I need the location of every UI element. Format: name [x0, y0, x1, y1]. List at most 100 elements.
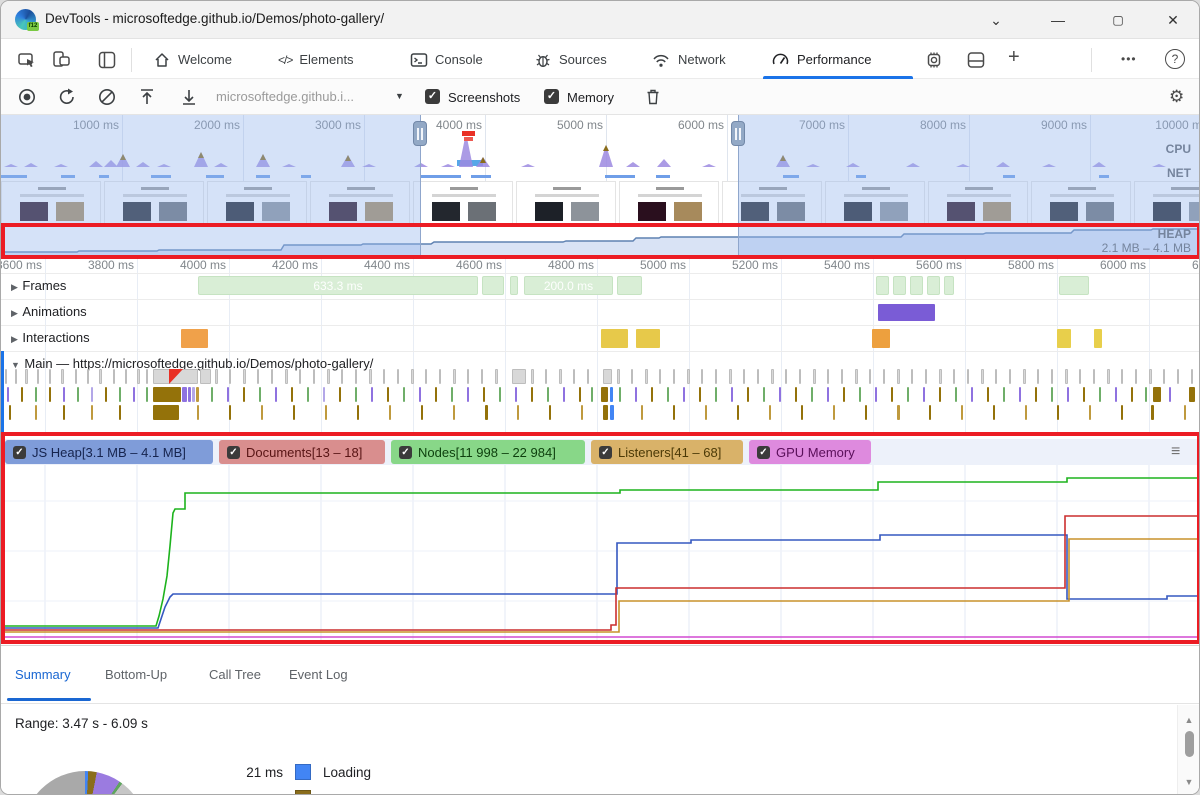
clear-icon[interactable] — [97, 87, 117, 107]
flame-bar[interactable] — [891, 387, 893, 402]
frames-track-toggle[interactable]: ▶ Frames — [11, 278, 67, 293]
flame-bar[interactable] — [923, 387, 925, 402]
flame-bar[interactable] — [971, 387, 973, 402]
flame-bar[interactable] — [1057, 405, 1059, 420]
flame-bar[interactable] — [795, 387, 797, 402]
flame-bar[interactable] — [182, 387, 187, 402]
flame-bar[interactable] — [485, 405, 488, 420]
flame-bar[interactable] — [683, 387, 685, 402]
timeline-overview[interactable]: 1000 ms 2000 ms 3000 ms 4000 ms 5000 ms 6000 … — [1, 115, 1199, 256]
flame-bar[interactable] — [257, 369, 259, 384]
counter-legend-chip[interactable]: ✓ JS Heap[3.1 MB – 4.1 MB] — [5, 440, 213, 464]
flame-bar[interactable] — [197, 405, 199, 420]
flame-bar[interactable] — [369, 369, 372, 384]
flame-bar[interactable] — [729, 369, 732, 384]
tab-welcome[interactable]: Welcome — [153, 40, 232, 79]
frame-bar[interactable] — [876, 276, 889, 295]
flame-bar[interactable] — [105, 387, 107, 402]
flame-bar[interactable] — [547, 387, 549, 402]
flame-bar[interactable] — [119, 405, 121, 420]
flame-bar[interactable] — [146, 369, 148, 384]
flame-bar[interactable] — [1184, 405, 1186, 420]
flame-bar[interactable] — [1135, 369, 1137, 384]
flame-bar[interactable] — [1177, 369, 1179, 384]
flame-bar[interactable] — [1131, 387, 1133, 402]
flame-bar[interactable] — [371, 387, 373, 402]
screenshot-card[interactable] — [516, 181, 616, 226]
flame-bar[interactable] — [610, 387, 613, 402]
flame-bar[interactable] — [771, 369, 774, 384]
flame-bar[interactable] — [15, 369, 17, 384]
interaction-bar[interactable] — [181, 329, 208, 348]
flame-bar[interactable] — [421, 405, 423, 420]
flame-bar[interactable] — [1149, 369, 1152, 384]
flame-bar[interactable] — [125, 369, 127, 384]
load-profile-icon[interactable] — [137, 87, 157, 107]
flame-bar[interactable] — [453, 405, 455, 420]
flame-bar[interactable] — [601, 387, 608, 402]
flame-bar[interactable] — [200, 369, 211, 384]
chip-settings-icon[interactable] — [924, 50, 944, 70]
screenshot-card[interactable] — [619, 181, 719, 226]
flame-bar[interactable] — [133, 387, 135, 402]
flame-bar[interactable] — [495, 369, 498, 384]
flame-bar[interactable] — [581, 405, 583, 420]
flame-bar[interactable] — [357, 405, 359, 420]
flame-bar[interactable] — [243, 369, 246, 384]
selection-drag-handle[interactable] — [731, 121, 745, 146]
flame-bar[interactable] — [701, 369, 703, 384]
flame-bar[interactable] — [579, 387, 581, 402]
flame-bar[interactable] — [1153, 387, 1161, 402]
flame-bar[interactable] — [1025, 405, 1027, 420]
capture-settings-gear-icon[interactable]: ⚙ — [1169, 87, 1185, 107]
scroll-down-icon[interactable]: ▼ — [1184, 777, 1194, 787]
device-toolbar-icon[interactable] — [51, 50, 71, 70]
flame-bar[interactable] — [61, 369, 64, 384]
flame-bar[interactable] — [146, 387, 148, 402]
interaction-bar[interactable] — [1094, 329, 1102, 348]
flame-bar[interactable] — [75, 369, 77, 384]
flame-bar[interactable] — [383, 369, 385, 384]
trash-icon[interactable] — [643, 87, 663, 107]
flame-bar[interactable] — [799, 369, 801, 384]
bottom-tab-summary[interactable]: Summary — [15, 667, 71, 682]
flame-bar[interactable] — [967, 369, 969, 384]
flame-bar[interactable] — [573, 369, 575, 384]
flame-bar[interactable] — [9, 405, 11, 420]
reload-record-button[interactable] — [57, 87, 77, 107]
flame-bar[interactable] — [731, 387, 733, 402]
flame-bar[interactable] — [981, 369, 984, 384]
screenshot-card[interactable] — [928, 181, 1028, 226]
screenshot-card[interactable] — [1134, 181, 1199, 226]
flame-bar[interactable] — [545, 369, 547, 384]
flame-bar[interactable] — [1163, 369, 1165, 384]
flame-bar[interactable] — [865, 405, 867, 420]
flame-bar[interactable] — [635, 387, 637, 402]
flame-bar[interactable] — [293, 405, 295, 420]
flame-bar[interactable] — [549, 405, 551, 420]
flame-bar[interactable] — [271, 369, 273, 384]
flame-bar[interactable] — [1019, 387, 1021, 402]
flame-bar[interactable] — [387, 387, 389, 402]
flame-bar[interactable] — [483, 387, 485, 402]
flame-bar[interactable] — [188, 387, 191, 402]
frame-bar[interactable] — [893, 276, 906, 295]
flame-bar[interactable] — [512, 369, 526, 384]
flame-bar[interactable] — [25, 369, 28, 384]
flame-bar[interactable] — [929, 405, 931, 420]
page-selector-chevron[interactable]: ▼ — [395, 91, 404, 101]
flame-bar[interactable] — [323, 387, 325, 402]
flame-bar[interactable] — [327, 369, 330, 384]
flame-bar[interactable] — [907, 387, 909, 402]
flame-bar[interactable] — [563, 387, 565, 402]
flame-bar[interactable] — [859, 387, 861, 402]
flame-bar[interactable] — [291, 387, 293, 402]
flame-bar[interactable] — [467, 369, 469, 384]
flame-bar[interactable] — [801, 405, 803, 420]
counter-checkbox[interactable]: ✓ — [399, 445, 412, 459]
flame-bar[interactable] — [715, 369, 717, 384]
flame-bar[interactable] — [687, 369, 690, 384]
memory-checkbox[interactable]: ✓ — [544, 89, 559, 104]
flame-bar[interactable] — [1051, 387, 1053, 402]
flame-bar[interactable] — [925, 369, 927, 384]
